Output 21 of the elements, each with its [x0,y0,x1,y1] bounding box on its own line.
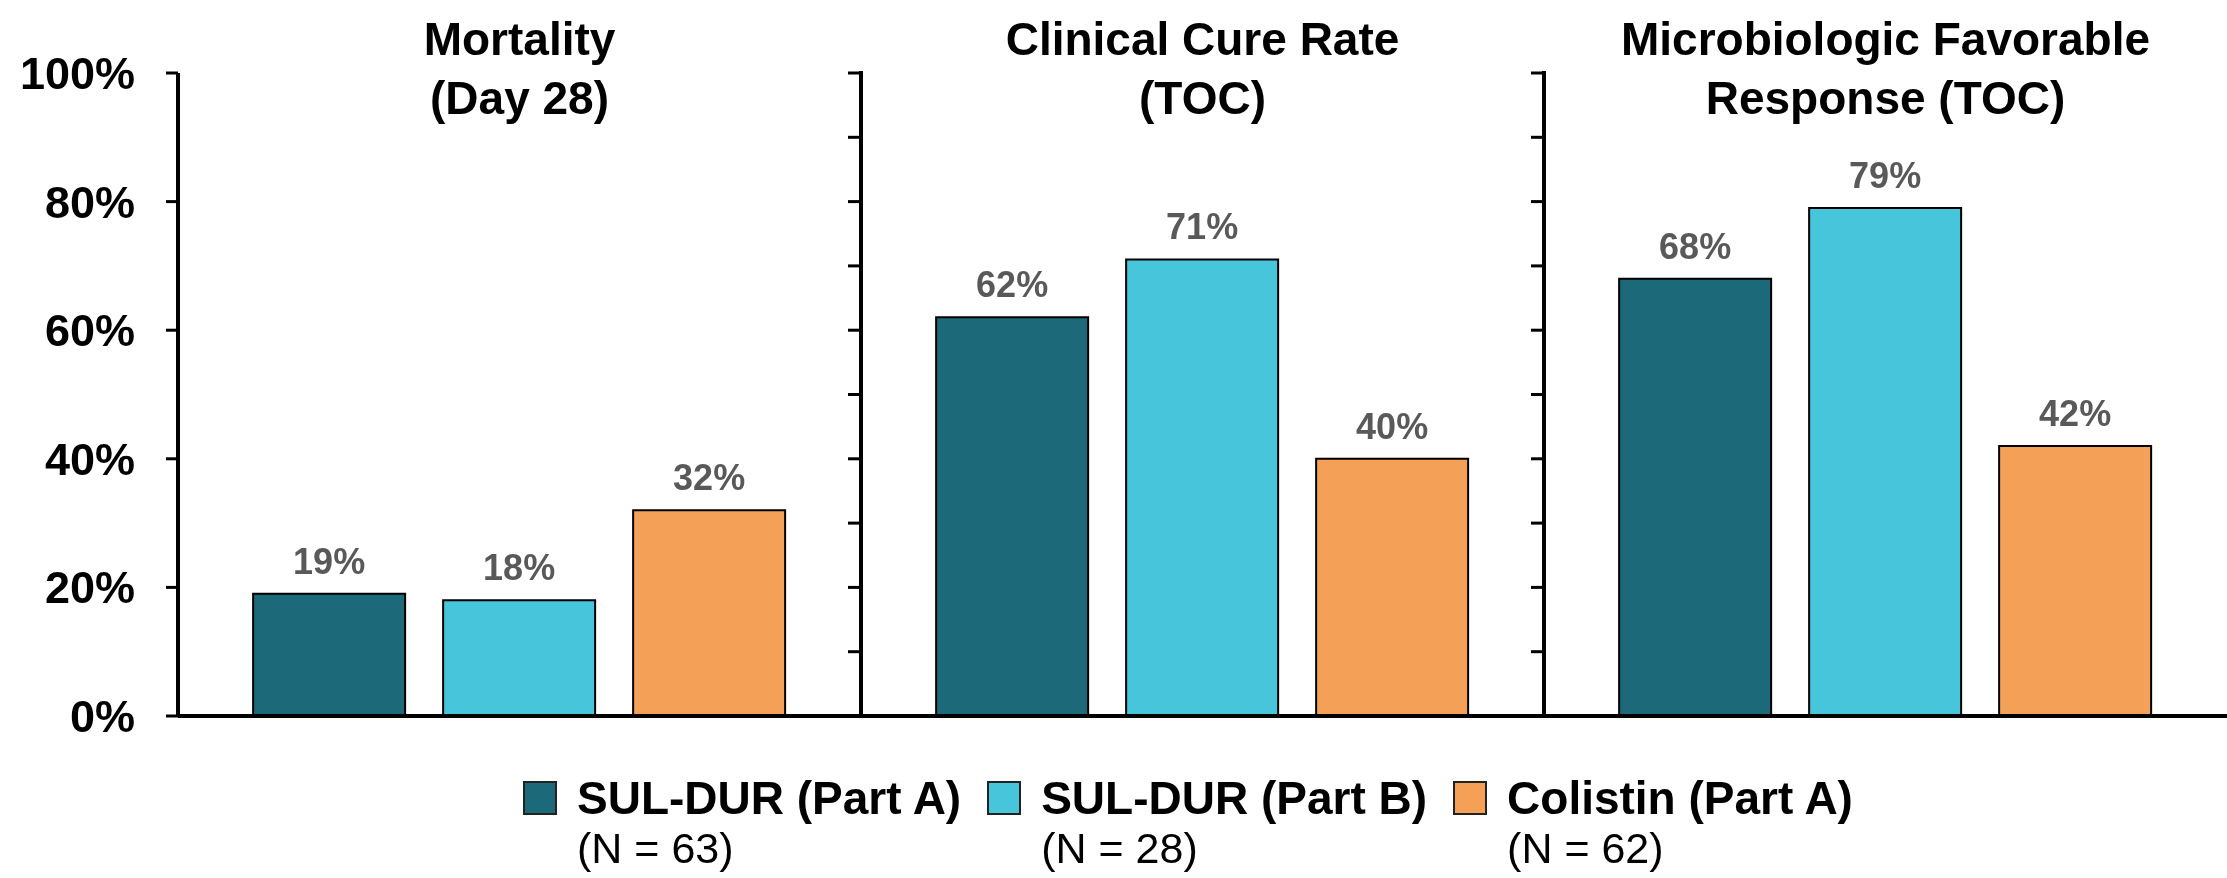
x-tick-label: Microbiologic Favorable Response (TOC) [1620,13,2151,124]
y-tick-label: 20% [44,562,135,614]
y-tick-label: 80% [44,176,135,228]
data-label: 62% [976,264,1049,306]
y-tick-label: 40% [44,433,135,485]
data-label: 18% [483,547,556,589]
legend-label: SUL-DUR (Part A) (N = 63) [577,772,962,873]
data-label: 32% [673,457,746,499]
data-label: 40% [1356,405,1429,447]
data-label: 79% [1849,155,1922,197]
x-tick-label: Mortality (Day 28) [423,13,616,124]
y-tick-label: 100% [19,47,135,99]
legend-label: SUL-DUR (Part B) (N = 28) [1041,772,1428,873]
data-label: 68% [1659,225,1732,267]
legend-label: Colistin (Part A) (N = 62) [1507,772,1853,873]
y-tick-label: 0% [69,690,135,742]
data-label: 19% [293,540,366,582]
data-label: 42% [2039,392,2112,434]
y-tick-label: 60% [44,305,135,357]
x-tick-label: Clinical Cure Rate (TOC) [1005,13,1400,124]
data-label: 71% [1166,206,1239,248]
